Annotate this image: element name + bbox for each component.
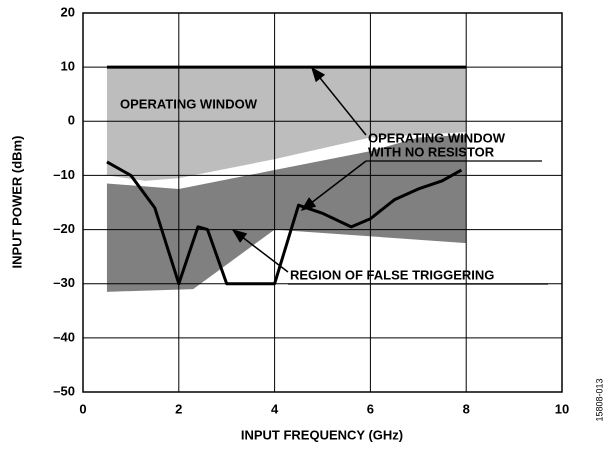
region [106, 134, 467, 292]
x-tick-label: 4 [271, 401, 279, 416]
arrow [311, 66, 367, 136]
arrow [231, 229, 289, 273]
annotation: OPERATING WINDOW [368, 130, 506, 145]
annotation: WITH NO RESISTOR [368, 144, 495, 159]
annotation: REGION OF FALSE TRIGGERING [290, 267, 494, 282]
x-tick-label: 0 [79, 401, 86, 416]
x-tick-label: 8 [463, 401, 470, 416]
region [106, 67, 467, 181]
y-tick-label: 10 [61, 59, 75, 74]
x-tick-label: 10 [555, 401, 569, 416]
x-tick-label: 2 [175, 401, 182, 416]
arrow [300, 160, 367, 211]
y-tick-label: 20 [61, 4, 75, 19]
annotation: OPERATING WINDOW [120, 96, 258, 111]
y-tick-label: –40 [53, 329, 75, 344]
y-tick-label: –20 [53, 221, 75, 236]
y-tick-label: –10 [53, 167, 75, 182]
y-tick-label: 0 [68, 113, 75, 128]
plot-area [82, 12, 563, 393]
line [106, 160, 463, 286]
figure-id: 15808-013 [594, 378, 604, 421]
x-axis-title: INPUT FREQUENCY (GHz) [241, 427, 403, 442]
y-tick-label: –30 [53, 275, 75, 290]
plot-frame [82, 12, 563, 393]
x-tick-label: 6 [367, 401, 374, 416]
y-axis-title: INPUT POWER (dBm) [9, 136, 24, 269]
y-tick-label: –50 [53, 383, 75, 398]
